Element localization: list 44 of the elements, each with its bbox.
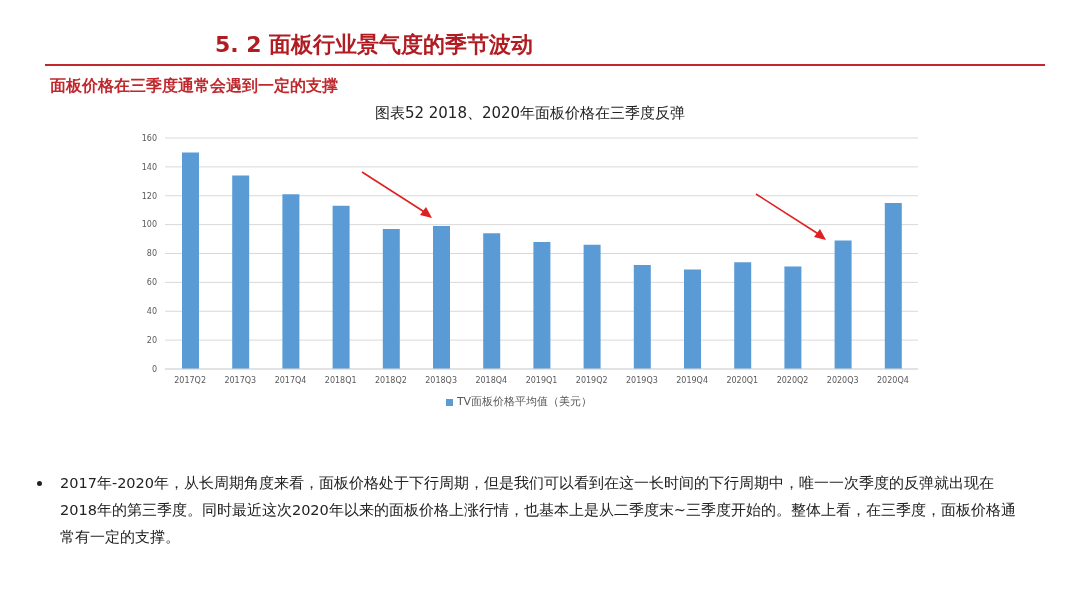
bar bbox=[583, 244, 601, 369]
x-tick-label: 2018Q1 bbox=[324, 375, 357, 385]
y-tick-label: 120 bbox=[141, 191, 157, 201]
y-tick-label: 60 bbox=[146, 278, 157, 288]
x-tick-label: 2020Q4 bbox=[877, 375, 909, 385]
y-tick-label: 160 bbox=[141, 133, 157, 143]
x-tick-label: 2020Q1 bbox=[726, 375, 759, 385]
bar bbox=[533, 241, 551, 369]
y-tick-label: 100 bbox=[141, 220, 157, 230]
chart-title: 图表52 2018、2020年面板价格在三季度反弹 bbox=[373, 104, 687, 123]
bar bbox=[483, 233, 501, 369]
x-tick-label: 2017Q4 bbox=[274, 375, 307, 385]
y-tick-label: 20 bbox=[146, 335, 157, 345]
bar bbox=[282, 194, 300, 369]
text: 2017年-2020年，从长周期角度来看，面板价格处于下行周期，但是我们可以看到在这一长时间的下行周期中，唯一一次季度的反弹就出现在2018年的第三季度。同时最近这次2020年以来的面板价格上涨行情，也基本上是从二季度末~三季度开始的。整体上看，在三季度，面板价格通常有一定的支撑。 bbox=[60, 474, 1017, 547]
x-tick-label: 2019Q2 bbox=[575, 375, 608, 385]
bar bbox=[684, 269, 701, 369]
x-tick-label: 2019Q3 bbox=[626, 375, 658, 385]
legend-label: TV面板价格平均值（美元） bbox=[456, 395, 593, 408]
bar bbox=[734, 262, 752, 369]
x-tick-label: 2020Q2 bbox=[776, 375, 809, 385]
y-tick-label: 80 bbox=[146, 249, 157, 259]
x-tick-label: 2017Q2 bbox=[174, 375, 206, 385]
bar bbox=[182, 152, 199, 369]
bar bbox=[433, 226, 450, 369]
chart-subtitle: 面板价格在三季度通常会遇到一定的支撑 bbox=[50, 76, 338, 97]
x-tick-label: 2019Q4 bbox=[676, 375, 708, 385]
bar bbox=[382, 228, 400, 369]
x-tick-label: 2020Q3 bbox=[826, 375, 859, 385]
x-tick-label: 2017Q3 bbox=[224, 375, 257, 385]
bar bbox=[232, 175, 250, 369]
bar bbox=[633, 265, 651, 369]
bar bbox=[784, 266, 802, 369]
bar bbox=[834, 240, 852, 369]
y-tick-label: 0 bbox=[151, 364, 157, 374]
bar bbox=[884, 202, 902, 369]
x-tick-label: 2018Q2 bbox=[375, 375, 407, 385]
bar bbox=[332, 205, 350, 369]
text: 5. 2 面板行业景气度的季节波动 bbox=[215, 31, 534, 59]
y-tick-label: 140 bbox=[141, 162, 157, 172]
y-tick-label: 40 bbox=[146, 307, 157, 317]
x-tick-label: 2018Q3 bbox=[425, 375, 457, 385]
x-tick-label: 2019Q1 bbox=[525, 375, 558, 385]
x-tick-label: 2018Q4 bbox=[475, 375, 508, 385]
